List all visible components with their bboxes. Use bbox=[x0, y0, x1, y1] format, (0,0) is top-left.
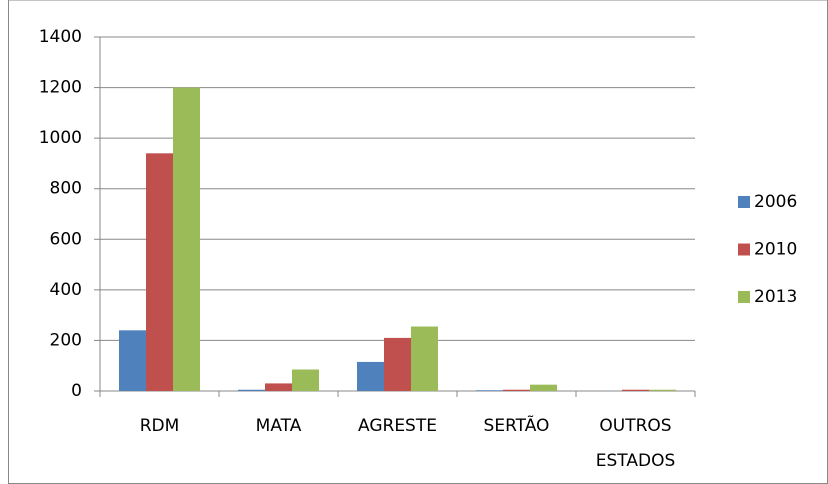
bar bbox=[265, 383, 292, 391]
bar bbox=[146, 153, 173, 391]
y-tick-label: 1200 bbox=[39, 78, 82, 98]
bar bbox=[530, 384, 557, 391]
y-tick-label: 200 bbox=[50, 330, 82, 350]
y-tick-label: 400 bbox=[50, 280, 82, 300]
bar bbox=[622, 389, 649, 391]
y-tick-label: 600 bbox=[50, 229, 82, 249]
bar bbox=[649, 389, 676, 391]
x-tick-label: AGRESTE bbox=[358, 416, 437, 436]
bar bbox=[119, 330, 146, 391]
legend-swatch bbox=[738, 196, 750, 208]
bar bbox=[411, 326, 438, 391]
bar bbox=[238, 389, 265, 391]
y-tick-label: 1000 bbox=[39, 128, 82, 148]
x-tick-label: SERTÃO bbox=[484, 414, 550, 436]
y-tick-label: 800 bbox=[50, 179, 82, 199]
legend-label: 2013 bbox=[754, 287, 797, 307]
legend-swatch bbox=[738, 291, 750, 303]
y-tick-label: 1400 bbox=[39, 27, 82, 47]
bar bbox=[503, 389, 530, 391]
bar bbox=[357, 361, 384, 391]
bar bbox=[292, 369, 319, 391]
legend-label: 2006 bbox=[754, 192, 797, 212]
legend-label: 2010 bbox=[754, 240, 797, 260]
chart-frame bbox=[8, 0, 828, 484]
x-tick-label: OUTROS ESTADOS bbox=[596, 416, 676, 471]
legend-swatch bbox=[738, 243, 750, 256]
y-tick-label: 0 bbox=[71, 381, 82, 401]
bar bbox=[173, 87, 200, 392]
x-tick-label: RDM bbox=[140, 416, 180, 436]
bar bbox=[384, 337, 411, 391]
x-tick-label: MATA bbox=[256, 416, 302, 436]
bar bbox=[476, 390, 503, 391]
